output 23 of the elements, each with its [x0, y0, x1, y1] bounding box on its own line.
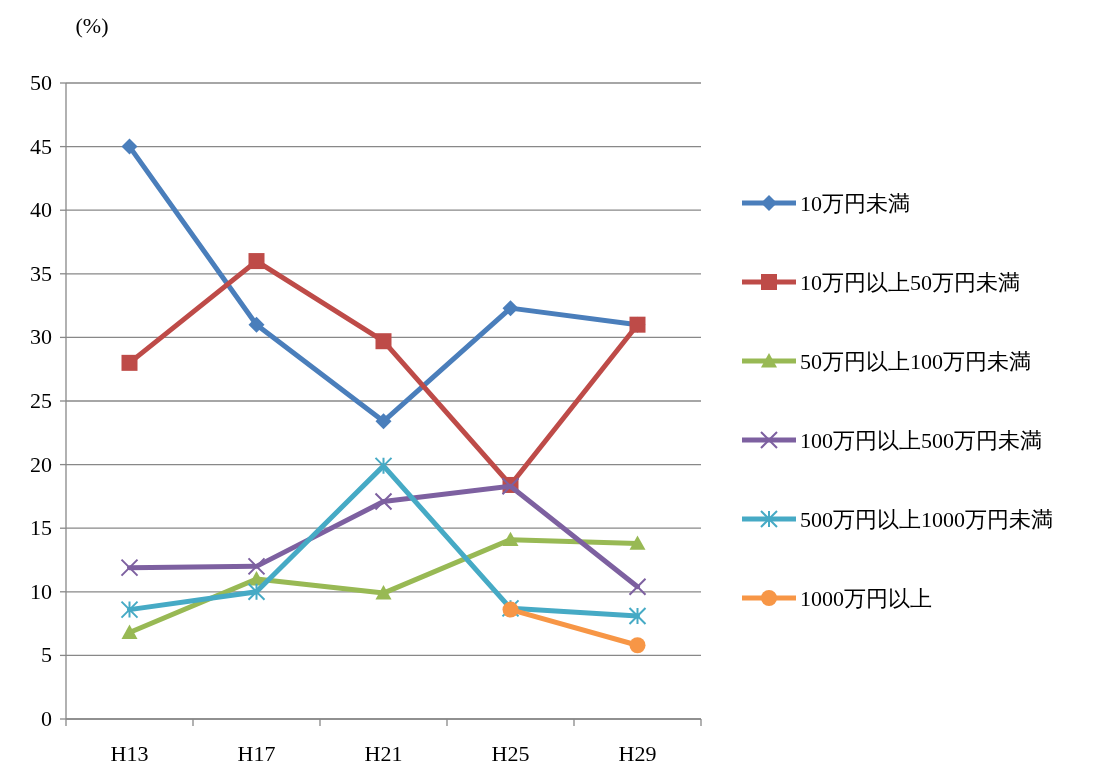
x-tick-label: H25: [491, 741, 530, 765]
y-tick-label: 5: [41, 642, 52, 668]
y-tick-label: 20: [30, 451, 52, 477]
x-tick-label: H29: [618, 741, 657, 765]
y-tick-label: 35: [30, 260, 52, 286]
x-tick-label: H21: [364, 741, 403, 765]
legend-label: 10万円未満: [800, 191, 910, 216]
y-tick-label: 50: [30, 70, 52, 95]
y-tick-label: 0: [41, 706, 52, 731]
y-axis-title: (%): [75, 13, 109, 38]
legend-label: 50万円以上100万円未満: [800, 349, 1031, 374]
legend-label: 100万円以上500万円未満: [800, 428, 1042, 453]
legend-label: 500万円以上1000万円未満: [800, 507, 1053, 532]
legend-label: 1000万円以上: [800, 586, 932, 611]
y-tick-label: 15: [30, 515, 52, 541]
legend-label: 10万円以上50万円未満: [800, 270, 1020, 295]
y-tick-label: 25: [30, 388, 52, 413]
x-tick-label: H17: [237, 741, 276, 765]
y-tick-label: 10: [30, 578, 52, 604]
y-tick-label: 30: [30, 324, 52, 350]
x-tick-label: H13: [110, 741, 149, 765]
y-tick-label: 45: [30, 133, 52, 159]
y-tick-label: 40: [30, 197, 52, 223]
